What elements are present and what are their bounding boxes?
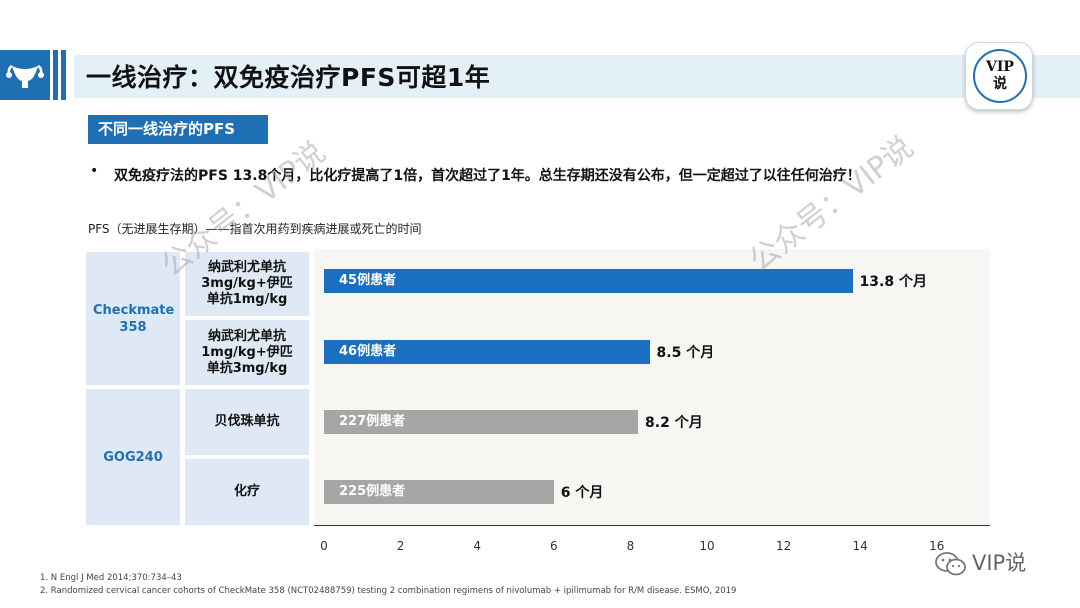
regimen-label: 纳武利尤单抗3mg/kg+伊匹单抗1mg/kg bbox=[201, 260, 293, 307]
regimen-cell: 化疗 bbox=[185, 459, 309, 525]
header-stripe bbox=[61, 50, 66, 100]
badge-line-1: VIP bbox=[986, 59, 1014, 75]
regimen-cell: 贝伐珠单抗 bbox=[185, 389, 309, 455]
regimen-label: 纳武利尤单抗1mg/kg+伊匹单抗3mg/kg bbox=[201, 328, 293, 376]
wechat-label: VIP说 bbox=[972, 551, 1027, 575]
vip-badge: VIP 说 bbox=[965, 42, 1033, 110]
regimen-cell: 纳武利尤单抗3mg/kg+伊匹单抗1mg/kg bbox=[185, 252, 309, 316]
header-stripe bbox=[53, 50, 58, 100]
trial-label: GOG240 bbox=[103, 449, 163, 465]
wechat-icon bbox=[935, 552, 966, 576]
uterus-logo-icon bbox=[0, 50, 50, 100]
wechat-account: VIP说 bbox=[934, 547, 1026, 577]
x-tick-label: 6 bbox=[549, 539, 558, 553]
x-tick-label: 4 bbox=[473, 539, 482, 553]
page-title: 一线治疗：双免疫治疗PFS可超1年 bbox=[86, 63, 491, 92]
bar-value-label: 6 个月 bbox=[560, 485, 604, 501]
bar: 227例患者 bbox=[324, 410, 639, 434]
x-tick-label: 10 bbox=[699, 539, 715, 553]
bar-value-label: 13.8 个月 bbox=[859, 274, 927, 290]
bar-sample-label: 46例患者 bbox=[339, 344, 397, 359]
bar-sample-label: 225例患者 bbox=[339, 484, 406, 499]
regimen-label: 化疗 bbox=[233, 484, 260, 499]
x-tick-label: 14 bbox=[852, 539, 868, 553]
footnote: 1. N Engl J Med 2014;370:734–43 bbox=[40, 573, 182, 583]
bullet-icon: • bbox=[90, 163, 99, 179]
trial-cell: Checkmate 358 bbox=[86, 252, 180, 385]
footnote: 2. Randomized cervical cancer cohorts of… bbox=[40, 586, 737, 596]
x-tick-label: 12 bbox=[775, 539, 792, 553]
title-band bbox=[74, 55, 1080, 98]
chart-plot-area bbox=[314, 249, 990, 526]
x-tick-label: 0 bbox=[320, 539, 328, 553]
bar: 46例患者 bbox=[324, 340, 650, 364]
badge-line-2: 说 bbox=[993, 76, 1007, 92]
bar-sample-label: 227例患者 bbox=[339, 414, 406, 429]
bar: 225例患者 bbox=[324, 480, 554, 504]
bar: 45例患者 bbox=[324, 269, 853, 293]
x-tick-label: 2 bbox=[396, 539, 405, 553]
bar-sample-label: 45例患者 bbox=[339, 273, 397, 288]
bar-value-label: 8.2 个月 bbox=[645, 415, 703, 431]
x-axis-line bbox=[314, 525, 990, 526]
bar-value-label: 8.5 个月 bbox=[656, 345, 715, 361]
trial-cell: GOG240 bbox=[86, 389, 180, 525]
trial-label: Checkmate 358 bbox=[93, 302, 175, 335]
regimen-label: 贝伐珠单抗 bbox=[214, 414, 280, 429]
x-tick-label: 8 bbox=[626, 539, 635, 553]
section-subtitle: 不同一线治疗的PFS bbox=[88, 115, 268, 144]
pfs-definition: PFS（无进展生存期）——指首次用药到疾病进展或死亡的时间 bbox=[88, 222, 422, 236]
regimen-cell: 纳武利尤单抗1mg/kg+伊匹单抗3mg/kg bbox=[185, 320, 309, 385]
bullet-text: 双免疫疗法的PFS 13.8个月，比化疗提高了1倍，首次超过了1年。总生存期还没… bbox=[114, 168, 861, 184]
x-tick-label: 16 bbox=[929, 539, 945, 553]
